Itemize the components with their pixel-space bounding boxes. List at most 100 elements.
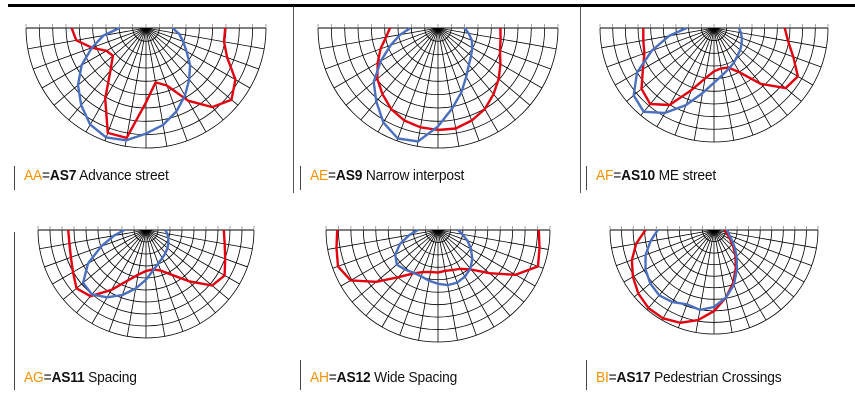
grid-spoke	[332, 229, 439, 269]
code-label: AG	[24, 369, 44, 386]
grid-spoke	[615, 27, 715, 86]
panel-caption: BI=AS17 Pedestrian Crossings	[596, 369, 782, 386]
grid-spoke	[396, 27, 439, 141]
grid-spoke	[145, 229, 253, 250]
grid-spoke	[319, 27, 439, 50]
grid-spoke	[713, 229, 817, 249]
code-label: AF	[596, 167, 614, 184]
panel-ah: AH=AS12 Wide Spacing	[296, 210, 579, 398]
grid-spoke	[327, 229, 439, 250]
as-label: AS9	[335, 167, 363, 184]
grid-spoke	[145, 27, 239, 106]
polar-grid	[599, 24, 829, 143]
equals-sign: =	[608, 369, 617, 386]
polar-diagram-ag	[37, 226, 255, 339]
grid-spoke	[713, 229, 794, 298]
panel-caption: AE=AS9 Narrow interpost	[310, 167, 464, 184]
grid-spoke	[661, 229, 715, 321]
panel-ae: AE=AS9 Narrow interpost	[296, 8, 579, 196]
grid-spoke	[437, 229, 495, 328]
polar-diagram-af	[599, 24, 829, 143]
grid-spoke	[76, 229, 147, 313]
caption-divider	[586, 360, 587, 390]
grid-spoke	[145, 27, 265, 50]
column-divider	[293, 7, 294, 193]
caption-divider	[14, 166, 15, 190]
grid-spoke	[623, 229, 715, 283]
grid-spoke	[145, 27, 168, 147]
grid-spoke	[713, 27, 754, 136]
grid-spoke	[437, 229, 536, 287]
grid-spoke	[713, 27, 735, 141]
as-label: AS12	[336, 369, 371, 386]
grid-spoke	[399, 229, 439, 336]
grid-spoke	[713, 229, 733, 333]
grid-spoke	[33, 27, 147, 70]
as-label: AS7	[49, 167, 77, 184]
grid-spoke	[674, 27, 715, 136]
blue-curve	[81, 228, 170, 299]
grid-spoke	[145, 229, 201, 324]
red-curve	[67, 229, 227, 298]
polar-grid	[609, 226, 819, 335]
description: Advance street	[79, 167, 169, 184]
grid-spoke	[713, 27, 788, 116]
grid-spoke	[437, 229, 511, 317]
grid-spoke	[418, 229, 439, 341]
as-label: AS17	[616, 369, 651, 386]
grid-spoke	[713, 27, 827, 49]
caption-divider	[586, 166, 587, 190]
grid-spoke	[145, 229, 248, 268]
grid-spoke	[52, 229, 147, 285]
grid-spoke	[145, 27, 224, 121]
grid-spoke	[437, 229, 549, 250]
grid-spoke	[713, 27, 822, 68]
blue-curve	[372, 26, 474, 143]
grid-spoke	[713, 229, 767, 321]
grid-spoke	[104, 27, 147, 141]
grid-spoke	[634, 229, 715, 298]
panel-caption: AF=AS10 ME street	[596, 167, 716, 184]
as-label: AS11	[51, 369, 85, 386]
blue-curve	[644, 229, 739, 312]
description: Narrow interpost	[365, 167, 465, 184]
grid-spoke	[145, 229, 184, 332]
grid-spoke	[437, 229, 544, 269]
grid-spoke	[437, 27, 557, 50]
panel-caption: AA=AS7 Advance street	[24, 167, 169, 184]
top-rule	[8, 4, 855, 7]
panel-aa: AA=AS7 Advance street	[10, 8, 293, 196]
blue-curve	[632, 26, 744, 115]
grid-spoke	[437, 229, 525, 303]
grid-spoke	[678, 229, 715, 328]
description: Pedestrian Crossings	[654, 369, 782, 386]
grid-spoke	[377, 27, 439, 133]
red-curve	[376, 27, 502, 132]
code-label: BI	[596, 369, 609, 386]
blue-curve	[394, 228, 474, 287]
polar-grid	[25, 24, 267, 149]
code-label: AH	[310, 369, 329, 386]
grid-spoke	[601, 27, 715, 49]
polar-diagram-aa	[25, 24, 267, 149]
as-label: AS10	[621, 167, 655, 184]
grid-spoke	[713, 27, 813, 86]
grid-spoke	[145, 27, 207, 133]
grid-spoke	[340, 229, 439, 287]
panel-ag: AG=AS11 Spacing	[10, 210, 293, 398]
grid-spoke	[41, 27, 147, 89]
description: Spacing	[88, 369, 137, 386]
grid-spoke	[437, 27, 499, 133]
description: Wide Spacing	[374, 369, 458, 386]
panel-af: AF=AS10 ME street	[582, 8, 855, 196]
caption-divider	[14, 232, 15, 390]
grid-spoke	[145, 229, 166, 337]
grid-spoke	[126, 229, 147, 337]
grid-spoke	[44, 229, 147, 268]
polar-diagram-ae	[317, 24, 559, 149]
grid-spoke	[437, 27, 516, 121]
description: ME street	[658, 167, 717, 184]
grid-spoke	[640, 27, 715, 116]
grid-spoke	[360, 27, 439, 121]
